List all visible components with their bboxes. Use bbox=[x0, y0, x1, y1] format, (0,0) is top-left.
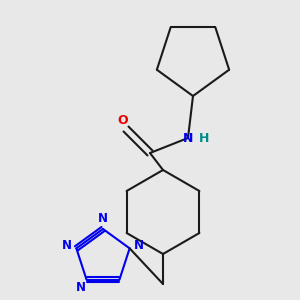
Text: O: O bbox=[118, 113, 128, 127]
Text: N: N bbox=[62, 239, 72, 252]
Text: N: N bbox=[183, 131, 193, 145]
Text: N: N bbox=[76, 281, 86, 294]
Text: N: N bbox=[98, 212, 108, 226]
Text: H: H bbox=[199, 131, 209, 145]
Text: N: N bbox=[134, 239, 144, 252]
